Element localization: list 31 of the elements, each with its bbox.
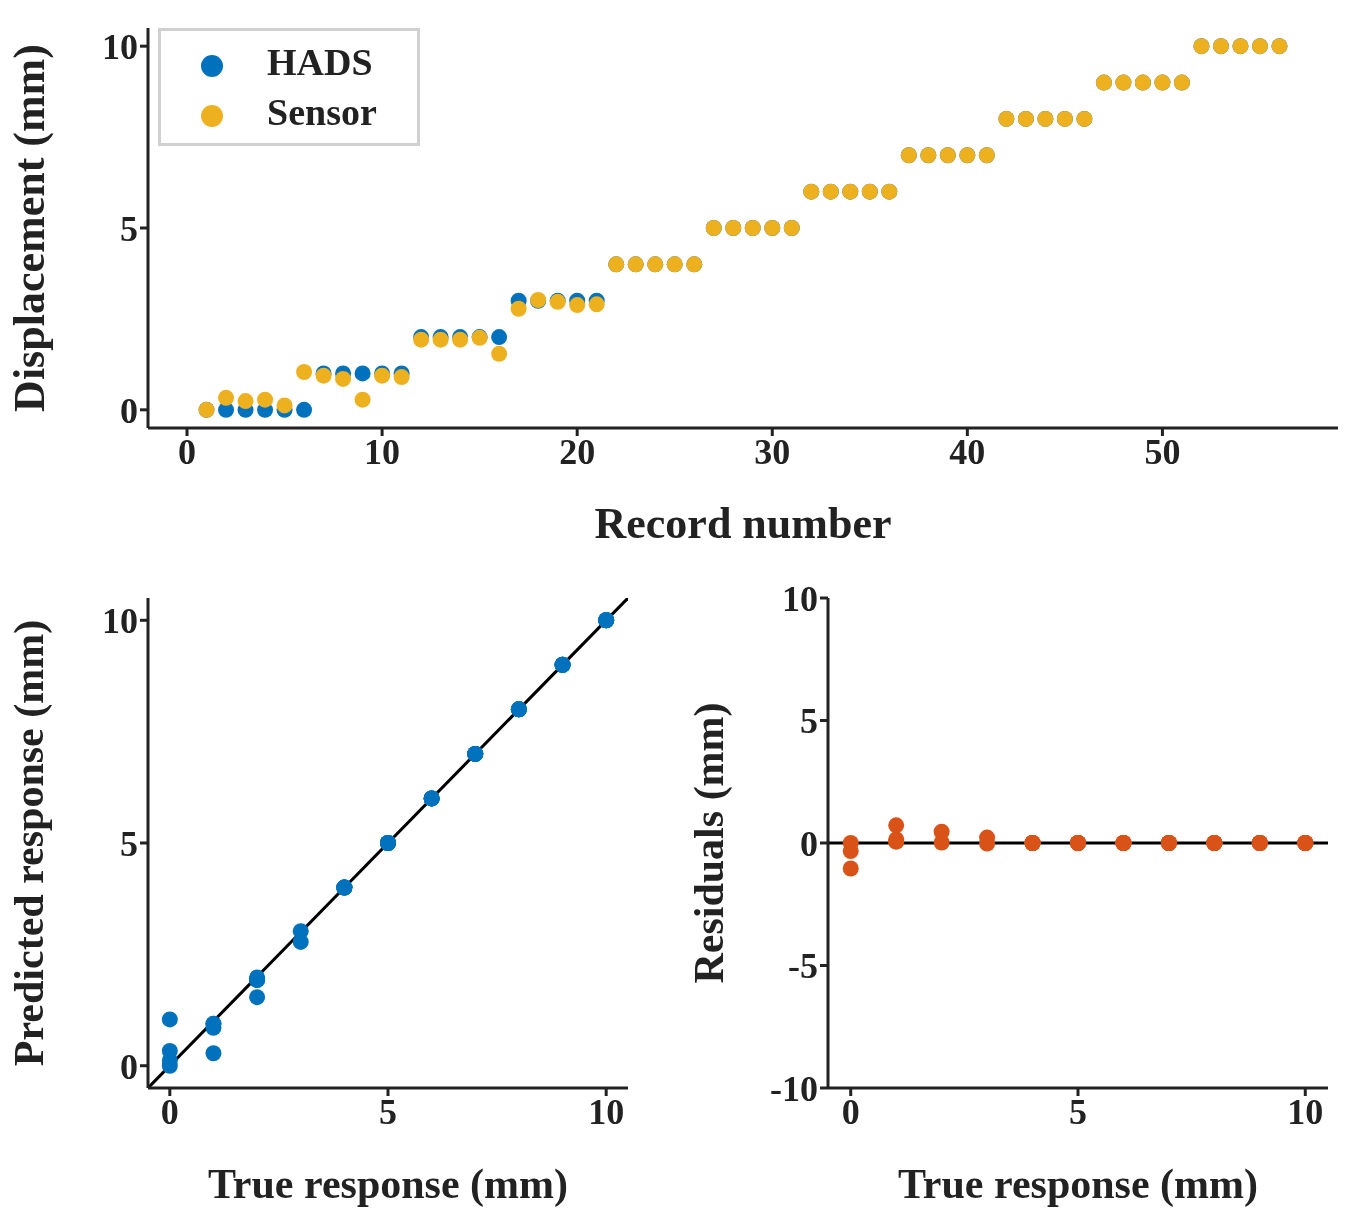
y-tick-label: -10 [770, 1068, 818, 1109]
x-tick-label: 0 [160, 1091, 179, 1132]
x-tick-label: 5 [379, 1091, 397, 1132]
y-axis-title: Displacement (mm) [4, 44, 54, 412]
x-tick-label: 10 [364, 431, 401, 472]
y-tick-label: 5 [120, 823, 138, 864]
legend-label: HADS [267, 41, 373, 83]
y-axis-title: Residuals (mm) [685, 702, 733, 984]
y-tick-label: 10 [102, 601, 138, 642]
x-tick-label: 5 [1069, 1091, 1087, 1132]
y-tick-label: 5 [800, 701, 818, 742]
y-tick-label: 0 [120, 390, 138, 431]
legend-label: Sensor [267, 91, 377, 133]
y-tick-label: 0 [800, 823, 818, 864]
y-tick-label: 10 [782, 578, 818, 619]
x-tick-label: 50 [1144, 431, 1181, 472]
x-tick-label: 10 [588, 1091, 625, 1132]
x-tick-label: 0 [178, 431, 197, 472]
y-tick-label: 10 [102, 26, 138, 67]
x-tick-label: 30 [754, 431, 791, 472]
x-tick-label: 10 [1287, 1091, 1324, 1132]
y-tick-label: -5 [788, 946, 818, 987]
y-tick-label: 0 [120, 1046, 138, 1087]
x-tick-label: 20 [559, 431, 596, 472]
y-tick-label: 5 [120, 208, 138, 249]
x-tick-label: 40 [949, 431, 986, 472]
x-axis-title: True response (mm) [897, 1161, 1259, 1208]
y-axis-title: Predicted response (mm) [5, 619, 53, 1067]
x-axis-title: True response (mm) [207, 1161, 569, 1208]
x-axis-title: Record number [594, 499, 892, 548]
x-tick-label: 0 [841, 1091, 860, 1132]
